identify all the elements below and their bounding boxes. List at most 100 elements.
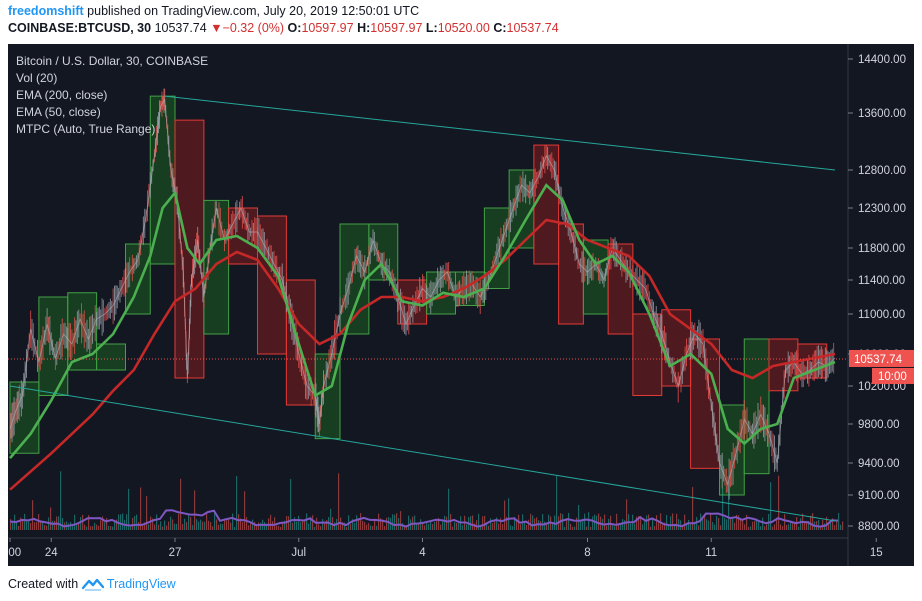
price-chart[interactable]: 14400.00 13600.00 12800.00 12300.00 11800.00… bbox=[0, 44, 914, 566]
volume-bar bbox=[800, 518, 802, 530]
time-tick-label: 4 bbox=[419, 547, 426, 559]
volume-bar bbox=[12, 520, 14, 530]
trendline-upper[interactable] bbox=[164, 95, 836, 171]
volume-bar bbox=[836, 520, 838, 530]
volume-bar bbox=[576, 517, 578, 530]
volume-bar bbox=[210, 522, 212, 530]
volume-bar bbox=[132, 517, 134, 530]
volume-bar bbox=[370, 525, 372, 530]
volume-bar bbox=[128, 488, 130, 530]
volume-ma-line bbox=[9, 509, 839, 528]
volume-bar bbox=[442, 521, 444, 530]
volume-bar bbox=[670, 516, 672, 530]
volume-bar bbox=[698, 525, 700, 530]
volume-bar bbox=[172, 519, 174, 530]
tradingview-brand[interactable]: TradingView bbox=[106, 577, 176, 591]
volume-bar bbox=[94, 522, 96, 530]
tradingview-logo-icon bbox=[81, 578, 104, 591]
volume-bar bbox=[342, 522, 344, 530]
volume-bar bbox=[438, 518, 440, 530]
volume-bar bbox=[812, 513, 814, 530]
chart-frame[interactable]: 14400.00 13600.00 12800.00 12300.00 11800.00… bbox=[0, 44, 914, 566]
mtpc-box[interactable] bbox=[743, 338, 770, 475]
volume-bar bbox=[302, 520, 304, 530]
volume-bar bbox=[444, 515, 446, 530]
volume-bar bbox=[260, 522, 262, 530]
legend-ema50[interactable]: EMA (50, close) bbox=[16, 105, 101, 119]
volume-bar bbox=[658, 522, 660, 530]
volume-bar bbox=[462, 525, 464, 530]
legend-ema200[interactable]: EMA (200, close) bbox=[16, 88, 108, 102]
volume-bar bbox=[764, 526, 766, 530]
ema50-line[interactable] bbox=[9, 183, 836, 459]
volume-bar bbox=[478, 513, 480, 530]
volume-bar bbox=[474, 523, 476, 530]
volume-bar bbox=[140, 487, 142, 530]
volume-bar bbox=[24, 513, 26, 530]
volume-bar bbox=[116, 519, 118, 530]
volume-bar bbox=[176, 523, 178, 530]
volume-bar bbox=[452, 526, 454, 530]
volume-bar bbox=[432, 523, 434, 530]
volume-bar bbox=[372, 526, 374, 530]
volume-bar bbox=[490, 518, 492, 530]
volume-bar bbox=[592, 516, 594, 530]
mtpc-box[interactable] bbox=[96, 343, 126, 371]
mtpc-box[interactable] bbox=[203, 199, 230, 335]
volume-bar bbox=[416, 524, 418, 530]
volume-bar bbox=[164, 520, 166, 530]
volume-bar bbox=[192, 525, 194, 530]
author-name[interactable]: freedomshift bbox=[8, 4, 84, 18]
volume-bar bbox=[498, 523, 500, 530]
volume-bar bbox=[516, 519, 518, 530]
trendline-lower[interactable] bbox=[9, 385, 836, 522]
volume-bar bbox=[406, 525, 408, 530]
mtpc-box[interactable] bbox=[368, 223, 399, 281]
volume-bar bbox=[32, 500, 34, 530]
volume-bar bbox=[308, 523, 310, 530]
volume-bar bbox=[506, 516, 508, 530]
volume-bar bbox=[30, 523, 32, 530]
volume-bar bbox=[488, 525, 490, 530]
volume-bar bbox=[642, 524, 644, 530]
ema200-line[interactable] bbox=[9, 218, 836, 491]
volume-bar bbox=[726, 519, 728, 530]
volume-bar bbox=[186, 522, 188, 530]
volume-bar bbox=[418, 522, 420, 530]
volume-bar bbox=[690, 524, 692, 530]
volume-bar bbox=[682, 525, 684, 530]
volume-bar bbox=[718, 518, 720, 530]
volume-bar bbox=[216, 519, 218, 530]
volume-bar bbox=[688, 520, 690, 530]
volume-bar bbox=[712, 522, 714, 530]
volume-bar bbox=[458, 522, 460, 530]
volume-bar bbox=[224, 520, 226, 530]
volume-bar bbox=[646, 515, 648, 530]
volume-bar bbox=[530, 513, 532, 530]
mtpc-box[interactable] bbox=[632, 313, 663, 396]
volume-bar bbox=[282, 522, 284, 530]
volume-bar bbox=[638, 516, 640, 530]
volume-bar bbox=[16, 523, 18, 530]
volume-bar bbox=[184, 518, 186, 530]
volume-bar bbox=[46, 525, 48, 530]
chart-legend: Bitcoin / U.S. Dollar, 30, COINBASE Vol … bbox=[16, 53, 208, 138]
volume-bar bbox=[88, 515, 90, 530]
volume-bar bbox=[614, 526, 616, 530]
volume-bar bbox=[420, 519, 422, 530]
volume-bar bbox=[400, 511, 402, 530]
volume-bar bbox=[18, 525, 20, 530]
volume-bar bbox=[664, 522, 666, 530]
legend-mtpc[interactable]: MTPC (Auto, True Range) bbox=[16, 122, 156, 136]
volume-bar bbox=[580, 519, 582, 530]
volume-bar bbox=[294, 517, 296, 530]
volume-bar bbox=[480, 524, 482, 530]
volume-bar bbox=[190, 517, 192, 530]
volume-bar bbox=[188, 514, 190, 530]
symbol-info: COINBASE:BTCUSD, 30 10537.74 ▼−0.32 (0%)… bbox=[8, 21, 559, 35]
volume-bar bbox=[702, 516, 704, 530]
volume-bar bbox=[840, 524, 842, 530]
volume-bar bbox=[148, 524, 150, 530]
legend-volume[interactable]: Vol (20) bbox=[16, 71, 58, 85]
volume-bar bbox=[808, 520, 810, 530]
